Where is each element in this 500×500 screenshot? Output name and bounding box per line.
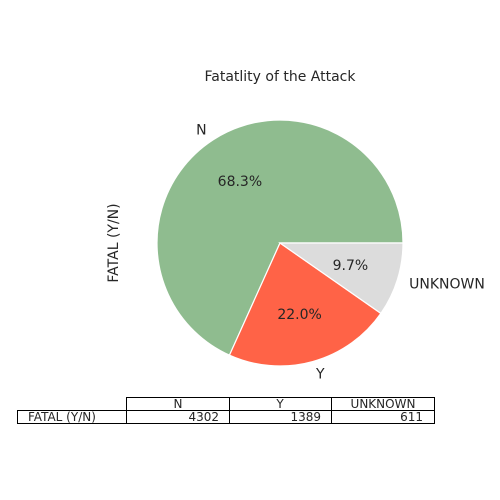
chart-title: Fatatlity of the Attack bbox=[205, 69, 357, 85]
pie-slice-n bbox=[156, 119, 404, 356]
percent-label-unknown: 9.7% bbox=[333, 258, 369, 274]
category-label-unknown: UNKNOWN bbox=[409, 277, 485, 293]
data-table bbox=[17, 397, 435, 424]
category-label-y: Y bbox=[315, 366, 325, 382]
table-header-unknown: UNKNOWN bbox=[351, 397, 416, 411]
percent-label-y: 22.0% bbox=[277, 307, 321, 323]
pie-labels: N 68.3% Y 22.0% UNKNOWN 9.7% bbox=[196, 122, 485, 382]
table-cell-y: 1389 bbox=[290, 410, 321, 424]
pie-slice-y bbox=[228, 242, 382, 367]
category-label-n: N bbox=[196, 122, 206, 138]
table-cell-unknown: 611 bbox=[400, 410, 423, 424]
table-row-label: FATAL (Y/N) bbox=[28, 410, 96, 424]
y-axis-label: FATAL (Y/N) bbox=[106, 203, 122, 282]
table-header-n: N bbox=[174, 397, 183, 411]
pie-slice-unknown bbox=[278, 242, 404, 315]
table-header-y: Y bbox=[275, 397, 284, 411]
table-cell-n: 4302 bbox=[188, 410, 219, 424]
pie-slices bbox=[156, 119, 404, 367]
percent-label-n: 68.3% bbox=[218, 174, 262, 190]
